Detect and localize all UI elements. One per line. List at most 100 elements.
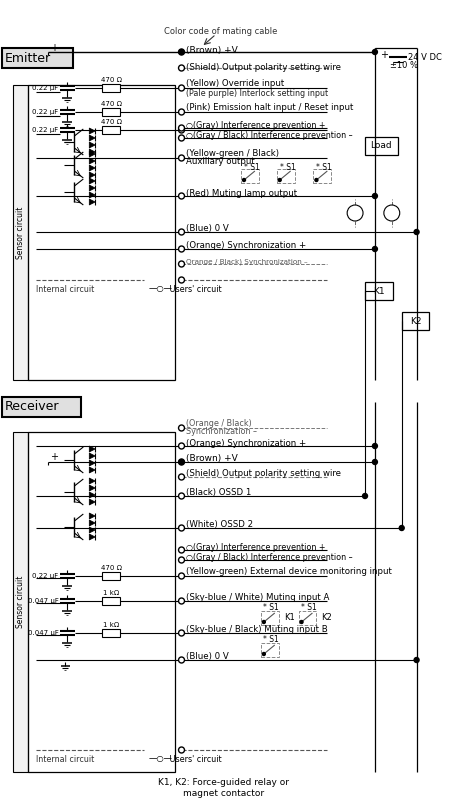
Text: K1, K2: Force-guided relay or
magnet contactor: K1, K2: Force-guided relay or magnet con… bbox=[158, 778, 288, 798]
Polygon shape bbox=[89, 478, 95, 484]
Circle shape bbox=[179, 49, 184, 55]
Bar bbox=[2, 48, 73, 68]
Text: Receiver: Receiver bbox=[5, 400, 59, 413]
Polygon shape bbox=[89, 149, 95, 155]
Circle shape bbox=[373, 459, 378, 464]
Circle shape bbox=[179, 155, 184, 161]
Circle shape bbox=[262, 620, 265, 624]
Text: Users' circuit: Users' circuit bbox=[166, 754, 221, 764]
Text: (Shield) Output polarity setting wire: (Shield) Output polarity setting wire bbox=[186, 470, 342, 479]
Bar bbox=[365, 137, 398, 155]
Text: (Yellow-green / Black): (Yellow-green / Black) bbox=[186, 148, 279, 157]
Polygon shape bbox=[89, 453, 95, 459]
Text: K1: K1 bbox=[284, 612, 294, 621]
Text: ○(Gray / Black) Interference prevention –: ○(Gray / Black) Interference prevention … bbox=[186, 130, 353, 139]
Circle shape bbox=[179, 125, 184, 131]
Circle shape bbox=[179, 598, 184, 604]
Circle shape bbox=[179, 277, 184, 283]
Polygon shape bbox=[89, 185, 95, 191]
Text: 470 Ω: 470 Ω bbox=[101, 565, 122, 571]
Bar bbox=[102, 572, 120, 580]
Text: 0.047 μF: 0.047 μF bbox=[27, 630, 58, 636]
Circle shape bbox=[179, 747, 184, 753]
Bar bbox=[241, 169, 259, 183]
Circle shape bbox=[179, 193, 184, 199]
Text: * S1: * S1 bbox=[263, 636, 279, 645]
Circle shape bbox=[179, 261, 184, 267]
Text: * S1: * S1 bbox=[263, 603, 279, 612]
Circle shape bbox=[373, 194, 378, 198]
Text: (Orange) Synchronization +: (Orange) Synchronization + bbox=[186, 241, 307, 250]
Text: (Yellow-green) External device monitoring input: (Yellow-green) External device monitorin… bbox=[186, 568, 392, 577]
Circle shape bbox=[179, 493, 184, 499]
Text: ±10 %: ±10 % bbox=[390, 62, 418, 70]
Text: K2: K2 bbox=[321, 612, 332, 621]
Text: 470 Ω: 470 Ω bbox=[101, 119, 122, 125]
Circle shape bbox=[179, 127, 184, 133]
Polygon shape bbox=[89, 199, 95, 205]
Text: ○(Gray / Black) Interference prevention –: ○(Gray / Black) Interference prevention … bbox=[186, 552, 353, 561]
Text: (Brown) +V: (Brown) +V bbox=[186, 46, 238, 56]
Polygon shape bbox=[89, 446, 95, 452]
Text: Load: Load bbox=[370, 142, 392, 151]
Text: K1: K1 bbox=[373, 287, 385, 296]
Circle shape bbox=[179, 443, 184, 449]
Polygon shape bbox=[89, 158, 95, 164]
Bar bbox=[2, 397, 81, 417]
Text: Users' circuit: Users' circuit bbox=[166, 284, 221, 293]
Bar bbox=[102, 126, 120, 134]
Text: 0.22 μF: 0.22 μF bbox=[32, 573, 58, 579]
Text: 0.047 μF: 0.047 μF bbox=[27, 598, 58, 604]
Text: Auxiliary output: Auxiliary output bbox=[186, 157, 255, 167]
Text: (Pale purple) Interlock setting input: (Pale purple) Interlock setting input bbox=[186, 88, 328, 97]
Text: Internal circuit: Internal circuit bbox=[36, 754, 94, 764]
Text: Sensor circuit: Sensor circuit bbox=[16, 576, 25, 629]
Bar bbox=[13, 432, 28, 772]
Bar bbox=[102, 84, 120, 92]
Circle shape bbox=[414, 229, 419, 235]
Text: 470 Ω: 470 Ω bbox=[101, 101, 122, 107]
Circle shape bbox=[373, 49, 378, 54]
Circle shape bbox=[179, 630, 184, 636]
Circle shape bbox=[179, 459, 184, 465]
Text: 0.22 μF: 0.22 μF bbox=[32, 85, 58, 91]
Text: (Sky-blue / White) Muting input A: (Sky-blue / White) Muting input A bbox=[186, 592, 330, 602]
Polygon shape bbox=[89, 499, 95, 505]
Circle shape bbox=[179, 547, 184, 553]
Circle shape bbox=[179, 135, 184, 141]
Text: +: + bbox=[381, 50, 392, 60]
Text: ○(Gray) Interference prevention +: ○(Gray) Interference prevention + bbox=[186, 543, 326, 552]
Text: Emitter: Emitter bbox=[5, 52, 51, 65]
Circle shape bbox=[373, 246, 378, 251]
Circle shape bbox=[262, 653, 265, 655]
Text: (Pink) Emission halt input / Reset input: (Pink) Emission halt input / Reset input bbox=[186, 104, 354, 113]
Text: * S1: * S1 bbox=[316, 163, 332, 172]
Bar bbox=[261, 643, 279, 657]
Text: (Red) Muting lamp output: (Red) Muting lamp output bbox=[186, 189, 297, 198]
Text: (Blue) 0 V: (Blue) 0 V bbox=[186, 224, 229, 233]
Bar bbox=[277, 169, 295, 183]
Polygon shape bbox=[89, 165, 95, 171]
Bar bbox=[102, 108, 120, 116]
Polygon shape bbox=[89, 128, 95, 134]
Polygon shape bbox=[89, 520, 95, 526]
Circle shape bbox=[179, 573, 184, 579]
Text: Synchronization –: Synchronization – bbox=[186, 427, 257, 436]
Text: (Blue) 0 V: (Blue) 0 V bbox=[186, 653, 229, 662]
Bar bbox=[28, 432, 175, 772]
Circle shape bbox=[179, 65, 184, 71]
Bar bbox=[365, 282, 393, 300]
Polygon shape bbox=[89, 534, 95, 540]
Text: Internal circuit: Internal circuit bbox=[36, 284, 94, 293]
Bar bbox=[13, 85, 28, 380]
Text: 1 kΩ: 1 kΩ bbox=[103, 590, 119, 596]
Polygon shape bbox=[89, 492, 95, 498]
Polygon shape bbox=[89, 192, 95, 198]
Bar bbox=[298, 611, 316, 625]
Text: 0.22 μF: 0.22 μF bbox=[32, 127, 58, 133]
Text: Color code of mating cable: Color code of mating cable bbox=[164, 28, 277, 36]
Circle shape bbox=[384, 205, 400, 221]
Bar bbox=[314, 169, 331, 183]
Polygon shape bbox=[89, 178, 95, 184]
Text: (White) OSSD 2: (White) OSSD 2 bbox=[186, 521, 254, 530]
